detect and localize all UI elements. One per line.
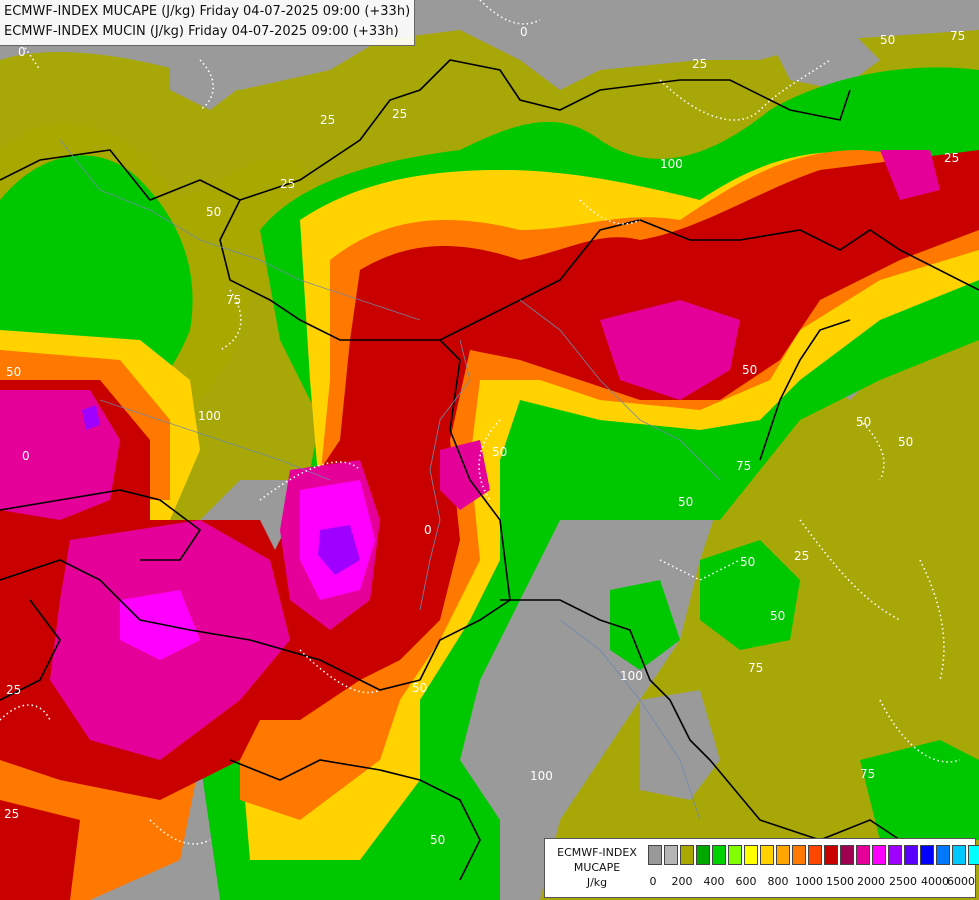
legend-swatch <box>696 845 710 865</box>
legend-tick-label: 0 <box>649 875 657 888</box>
legend-swatch <box>648 845 662 865</box>
contour-label: 50 <box>430 833 445 847</box>
contour-labels: 0 0 50 75 25 25 25 50 25 100 25 75 50 10… <box>4 25 965 847</box>
legend-swatch <box>952 845 966 865</box>
legend-swatch <box>904 845 918 865</box>
contour-label: 50 <box>492 445 507 459</box>
contour-label: 100 <box>660 157 683 171</box>
purple-cape-spot <box>82 405 360 575</box>
contour-label: 25 <box>6 683 21 697</box>
legend-tick-label: 6000 <box>947 875 975 888</box>
contour-label: 75 <box>736 459 751 473</box>
magenta-cape-max <box>0 150 940 760</box>
legend-swatch <box>744 845 758 865</box>
contour-label: 100 <box>198 409 221 423</box>
contour-label: 25 <box>692 57 707 71</box>
legend-tick-label: 1000 <box>795 875 823 888</box>
legend-swatch <box>840 845 854 865</box>
legend-tick-label: 4000 <box>921 875 949 888</box>
contour-label: 50 <box>740 555 755 569</box>
legend-parameter: MUCAPE <box>573 861 621 874</box>
legend-tick-label: 2500 <box>889 875 917 888</box>
legend-swatch <box>664 845 678 865</box>
legend-tick-label: 800 <box>767 875 789 888</box>
legend-tick-label: 2000 <box>857 875 885 888</box>
contour-label: 50 <box>770 609 785 623</box>
legend-swatch <box>728 845 742 865</box>
legend-unit: J/kg <box>586 876 608 889</box>
legend-swatch <box>776 845 790 865</box>
contour-label: 50 <box>856 415 871 429</box>
contour-label: 100 <box>530 769 553 783</box>
contour-label: 25 <box>944 151 959 165</box>
contour-label: 25 <box>280 177 295 191</box>
legend-swatch <box>872 845 886 865</box>
legend-swatch <box>680 845 694 865</box>
legend-swatch <box>888 845 902 865</box>
legend-tick-label: 1500 <box>826 875 854 888</box>
contour-label: 50 <box>880 33 895 47</box>
legend-swatch <box>760 845 774 865</box>
legend-tick-label: 200 <box>671 875 693 888</box>
contour-label: 25 <box>392 107 407 121</box>
legend-model: ECMWF-INDEX <box>557 846 637 859</box>
mucape-title: ECMWF-INDEX MUCAPE (J/kg) Friday 04-07-2… <box>4 4 411 19</box>
legend-swatch <box>920 845 934 865</box>
legend-swatches <box>648 845 979 865</box>
contour-label: 25 <box>320 113 335 127</box>
legend-swatch <box>808 845 822 865</box>
legend-swatch <box>712 845 726 865</box>
contour-label: 50 <box>412 681 427 695</box>
color-legend: ECMWF-INDEX MUCAPE J/kg 0 200 400 600 800 100… <box>544 838 979 898</box>
contour-label: 25 <box>4 807 19 821</box>
contour-label: 75 <box>860 767 875 781</box>
contour-label: 75 <box>950 29 965 43</box>
contour-label: 75 <box>226 293 241 307</box>
title-box: ECMWF-INDEX MUCAPE (J/kg) Friday 04-07-2… <box>0 0 416 46</box>
legend-swatch <box>936 845 950 865</box>
country-borders <box>0 59 979 881</box>
contour-label: 50 <box>742 363 757 377</box>
contour-label: 25 <box>794 549 809 563</box>
legend-swatch <box>856 845 870 865</box>
contour-label: 0 <box>18 45 26 59</box>
legend-swatch <box>968 845 979 865</box>
contour-label: 0 <box>424 523 432 537</box>
legend-ticks: 0 200 400 600 800 1000 1500 2000 2500 4000 6000 <box>648 875 976 891</box>
legend-tick-label: 600 <box>735 875 757 888</box>
contour-label: 50 <box>898 435 913 449</box>
contour-label: 0 <box>520 25 528 39</box>
mucin-title: ECMWF-INDEX MUCIN (J/kg) Friday 04-07-20… <box>4 24 399 39</box>
contour-label: 75 <box>748 661 763 675</box>
legend-title: ECMWF-INDEX MUCAPE J/kg <box>549 845 645 890</box>
rivers <box>59 139 721 821</box>
contour-label: 50 <box>678 495 693 509</box>
contour-label: 50 <box>6 365 21 379</box>
contour-label: 100 <box>620 669 643 683</box>
contour-label: 50 <box>206 205 221 219</box>
legend-swatch <box>824 845 838 865</box>
mucin-contours <box>0 0 961 845</box>
legend-swatch <box>792 845 806 865</box>
legend-tick-label: 400 <box>703 875 725 888</box>
contour-label: 0 <box>22 449 30 463</box>
